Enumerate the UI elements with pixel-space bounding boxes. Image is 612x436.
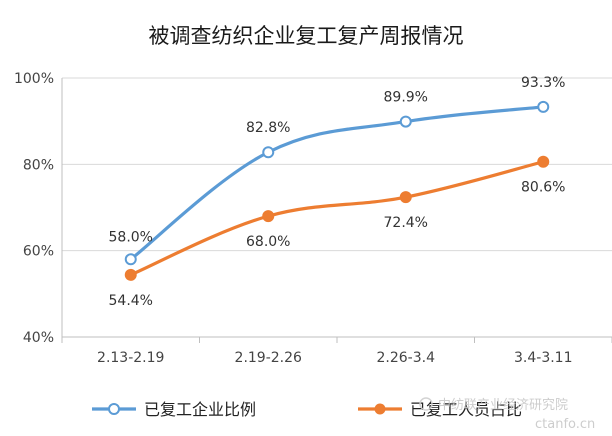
series-line bbox=[129, 105, 545, 261]
data-point bbox=[399, 191, 412, 204]
watermark-line1: 中纺联产业经济研究院 bbox=[438, 398, 568, 413]
data-label: 54.4% bbox=[109, 293, 153, 309]
data-point bbox=[124, 253, 137, 266]
data-label: 89.9% bbox=[384, 90, 428, 106]
gridlines bbox=[62, 77, 612, 252]
legend-label: 已复工企业比例 bbox=[144, 400, 256, 419]
y-tick-label: 60% bbox=[23, 244, 54, 260]
y-tick-label: 80% bbox=[23, 157, 54, 173]
data-label: 58.0% bbox=[109, 229, 153, 245]
data-labels: 58.0% 82.8% 89.9% 93.3% 54.4% 68.0% 72.4% 80.6% bbox=[109, 75, 566, 309]
legend: 已复工企业比例 已复工人员占比 bbox=[92, 400, 522, 419]
data-label: 93.3% bbox=[521, 75, 565, 91]
data-point bbox=[399, 115, 412, 128]
data-label: 82.8% bbox=[246, 120, 290, 136]
chart-title: 被调查纺织企业复工复产周报情况 bbox=[148, 24, 464, 48]
x-tick-label: 2.13-2.19 bbox=[97, 350, 164, 366]
watermark-logo-icon bbox=[419, 397, 433, 411]
axes: 40% 60% 80% 100% 2.13-2.19 2.19-2.26 2.26-3.4 3… bbox=[14, 71, 612, 366]
y-tick-label: 40% bbox=[23, 330, 54, 346]
y-tick-label: 100% bbox=[14, 71, 54, 87]
series-layer bbox=[124, 100, 550, 281]
series-line bbox=[129, 160, 545, 277]
x-tick-label: 2.19-2.26 bbox=[235, 350, 302, 366]
legend-marker bbox=[108, 403, 120, 415]
data-label: 72.4% bbox=[384, 215, 428, 231]
watermark-line2: ctanfo.cn bbox=[535, 417, 595, 432]
data-point bbox=[537, 100, 550, 113]
x-tick-label: 2.26-3.4 bbox=[377, 350, 436, 366]
legend-label: 已复工人员占比 bbox=[410, 400, 522, 419]
data-point bbox=[537, 155, 550, 168]
watermark: 中纺联产业经济研究院 ctanfo.cn bbox=[419, 397, 595, 432]
legend-marker bbox=[374, 403, 386, 415]
data-label: 80.6% bbox=[521, 180, 565, 196]
data-point bbox=[124, 268, 137, 281]
data-label: 68.0% bbox=[246, 234, 290, 250]
data-point bbox=[262, 146, 275, 159]
data-point bbox=[262, 210, 275, 223]
x-tick-label: 3.4-3.11 bbox=[514, 350, 573, 366]
